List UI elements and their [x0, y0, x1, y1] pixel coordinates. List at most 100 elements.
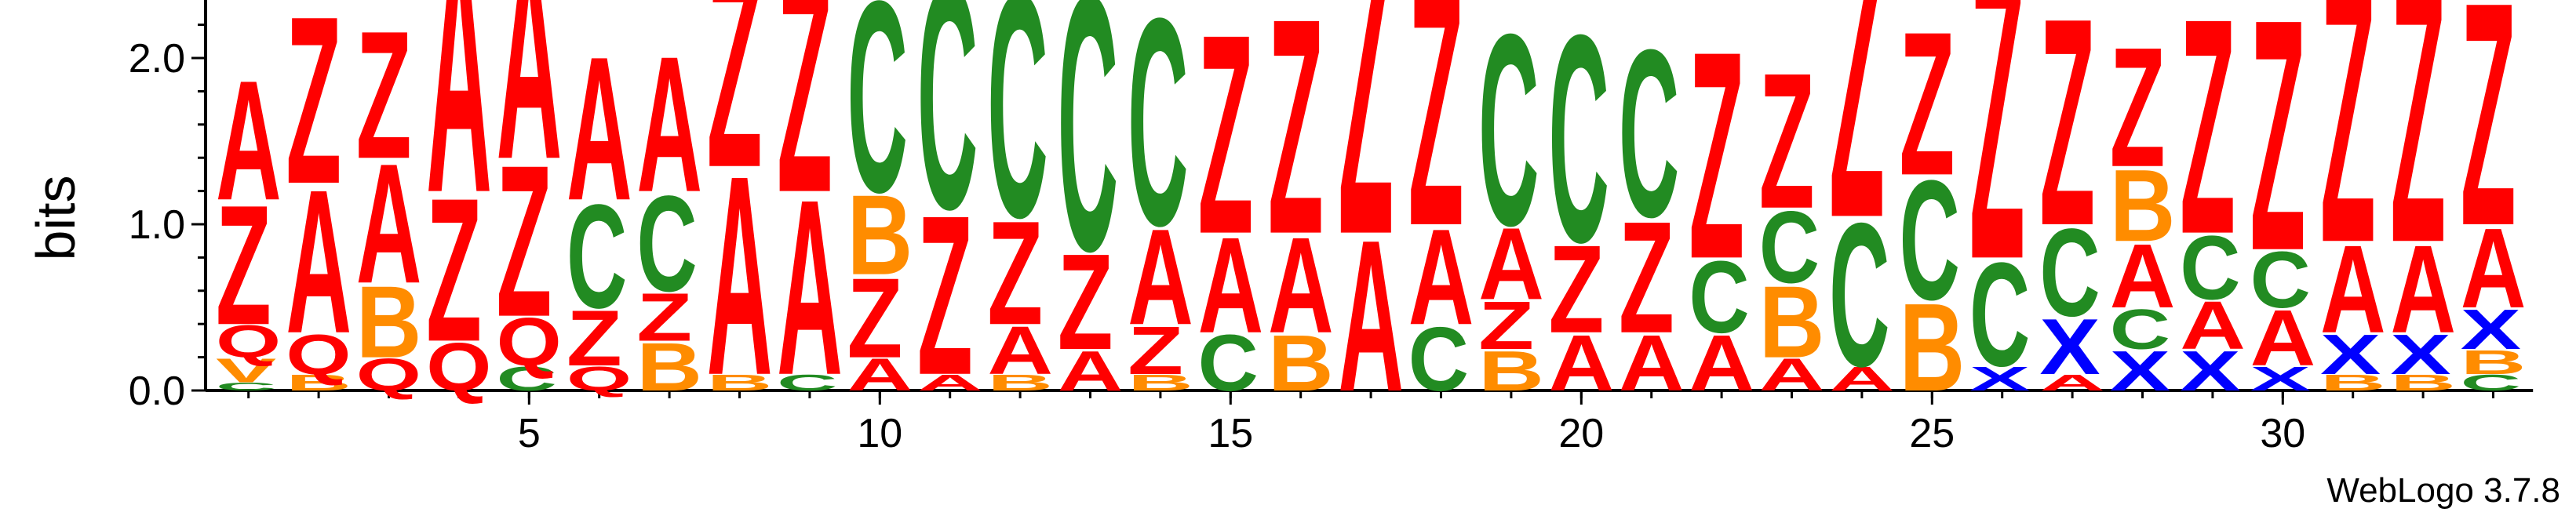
logo-letter-a: A — [1338, 194, 1404, 437]
logo-letter-b: B — [356, 265, 422, 380]
logo-letter-z: Z — [1900, 0, 1955, 218]
logo-letter-b: B — [847, 171, 913, 299]
logo-letter-b: B — [707, 370, 773, 395]
logo-letter-a: A — [2320, 220, 2386, 360]
logo-letter-z: Z — [1268, 0, 1324, 299]
logo-letter-c: C — [2180, 216, 2240, 318]
logo-letter-c: C — [1128, 0, 1188, 287]
logo-letter-a: A — [1478, 207, 1544, 321]
position-stack: AZC — [1619, 0, 1685, 408]
logo-letter-a: A — [2039, 370, 2105, 395]
logo-letter-c: C — [2110, 298, 2170, 361]
y-axis-label: bits — [25, 176, 86, 261]
logo-letter-a: A — [917, 370, 983, 395]
logo-letter-b: B — [1478, 340, 1544, 403]
logo-letter-b: B — [2461, 343, 2527, 381]
logo-letter-a: A — [356, 128, 422, 318]
logo-letter-c: C — [847, 0, 908, 249]
logo-letter-z: Z — [1198, 0, 1254, 294]
logo-letter-q: Q — [497, 304, 562, 380]
logo-letter-a: A — [2250, 294, 2316, 383]
y-tick-label: 1.0 — [129, 202, 185, 248]
logo-letter-c: C — [987, 0, 1048, 284]
logo-letter-a: A — [636, 16, 702, 233]
logo-letter-c: C — [1478, 0, 1539, 282]
logo-letter-c: C — [2461, 370, 2521, 396]
logo-letter-c: C — [1198, 319, 1259, 408]
logo-letter-z: Z — [2110, 12, 2166, 202]
logo-letter-a: A — [1619, 319, 1685, 409]
logo-letter-z: Z — [1759, 32, 1815, 249]
logo-letter-z: Z — [636, 278, 692, 355]
position-stack: ACZ — [1829, 0, 1895, 409]
logo-letter-x: X — [2039, 302, 2100, 391]
x-tick-label: 15 — [1208, 411, 1253, 456]
logo-letter-a: A — [847, 350, 913, 401]
logo-letter-b: B — [2390, 370, 2456, 395]
logo-letter-q: Q — [426, 329, 491, 405]
logo-letter-z: Z — [356, 0, 412, 197]
position-stack: AZC — [1549, 0, 1615, 408]
position-stack: AZ — [1338, 0, 1404, 437]
logo-letter-c: C — [216, 380, 276, 393]
logo-letter-b: B — [636, 329, 702, 405]
logo-letter-c: C — [1058, 0, 1118, 327]
logo-letter-q: Q — [286, 323, 351, 387]
position-stack: CAZ — [777, 0, 843, 427]
logo-letter-z: Z — [2039, 0, 2095, 288]
logo-letter-z: Z — [286, 0, 341, 234]
logo-letter-z: Z — [987, 191, 1043, 356]
logo-letter-a: A — [1829, 360, 1895, 398]
logo-letter-z: Z — [2180, 0, 2235, 299]
logo-letter-z: Z — [497, 119, 552, 361]
weblogo-credit: WebLogo 3.7.8 — [2326, 471, 2560, 510]
logo-letter-a: A — [497, 0, 563, 219]
logo-letter-z: Z — [2461, 0, 2516, 292]
x-axis: 5 10 15 20 25 30 — [206, 389, 2534, 456]
x-tick-label: 10 — [857, 411, 902, 456]
logo-letter-x: X — [2461, 298, 2521, 361]
logo-letter-x: X — [1969, 360, 2030, 398]
logo-letter-z: Z — [1829, 0, 1885, 301]
logo-letter-a: A — [567, 14, 632, 243]
position-stack: AZC — [1058, 0, 1124, 403]
logo-letter-c: C — [1829, 181, 1889, 410]
logo-letter-b: B — [1268, 319, 1334, 409]
logo-letter-c: C — [1619, 0, 1679, 267]
logo-letter-z: Z — [707, 0, 763, 227]
logo-letter-b: B — [1759, 265, 1825, 380]
position-stack: XCZ — [1969, 0, 2030, 398]
logo-letter-c: C — [2250, 236, 2311, 325]
logo-letter-z: Z — [1969, 0, 2025, 350]
position-stack: BAZ — [1268, 0, 1334, 408]
position-stack: BCZ — [1900, 0, 1966, 417]
logo-letter-a: A — [286, 147, 352, 376]
logo-letter-q: Q — [216, 317, 281, 368]
logo-letter-z: Z — [1478, 287, 1534, 364]
x-tick-label: 5 — [518, 411, 541, 456]
position-stack: CAZ — [1408, 0, 1474, 410]
logo-letter-a: A — [2390, 220, 2456, 360]
logo-letter-z: Z — [216, 169, 271, 360]
logo-letter-a: A — [2461, 204, 2527, 332]
logo-letter-a: A — [1759, 350, 1825, 401]
logo-letter-b: B — [1128, 370, 1193, 395]
logo-letter-x: X — [2180, 340, 2240, 403]
logo-letter-c: C — [636, 167, 697, 320]
logo-letter-a: A — [1549, 319, 1615, 409]
logo-letter-z: Z — [1338, 0, 1394, 327]
logo-letter-c: C — [567, 173, 627, 340]
y-tick-label: 2.0 — [129, 36, 185, 82]
y-tick-label: 0.0 — [129, 369, 185, 414]
